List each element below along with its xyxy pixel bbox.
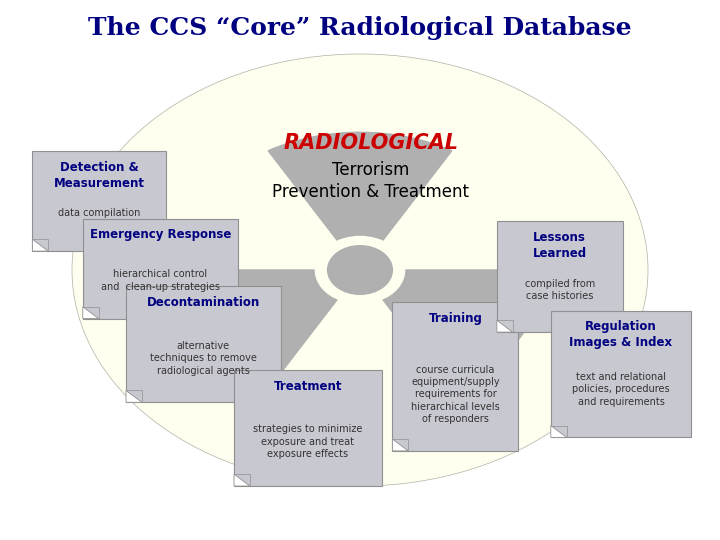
Polygon shape xyxy=(497,320,513,332)
Bar xyxy=(497,221,623,332)
Bar xyxy=(126,286,281,402)
Text: Emergency Response: Emergency Response xyxy=(89,228,231,241)
Text: Decontamination: Decontamination xyxy=(147,296,260,309)
Bar xyxy=(83,219,238,319)
Text: course curricula
equipment/supply
requirements for
hierarchical levels
of respon: course curricula equipment/supply requir… xyxy=(411,364,500,424)
Polygon shape xyxy=(126,390,142,402)
Bar xyxy=(234,370,382,486)
Text: alternative
techniques to remove
radiological agents: alternative techniques to remove radiolo… xyxy=(150,341,257,376)
Wedge shape xyxy=(269,132,452,241)
Text: RADIOLOGICAL: RADIOLOGICAL xyxy=(283,133,459,153)
Text: Lessons
Learned: Lessons Learned xyxy=(533,231,587,260)
Bar xyxy=(32,151,166,251)
Polygon shape xyxy=(392,439,408,451)
Text: The CCS “Core” Radiological Database: The CCS “Core” Radiological Database xyxy=(88,16,632,40)
Bar xyxy=(392,302,518,451)
Polygon shape xyxy=(83,307,99,319)
Polygon shape xyxy=(234,474,250,486)
Wedge shape xyxy=(176,270,338,389)
Text: Prevention & Treatment: Prevention & Treatment xyxy=(272,183,469,201)
Text: Regulation
Images & Index: Regulation Images & Index xyxy=(570,320,672,349)
Circle shape xyxy=(328,246,392,294)
Text: text and relational
policies, procedures
and requirements: text and relational policies, procedures… xyxy=(572,372,670,407)
Polygon shape xyxy=(551,426,567,437)
Text: strategies to minimize
exposure and treat
exposure effects: strategies to minimize exposure and trea… xyxy=(253,424,362,460)
Text: Detection &
Measurement: Detection & Measurement xyxy=(53,161,145,190)
Text: Terrorism: Terrorism xyxy=(332,161,410,179)
Text: hierarchical control
and  clean-up strategies: hierarchical control and clean-up strate… xyxy=(101,269,220,292)
Bar xyxy=(551,310,691,437)
Wedge shape xyxy=(382,270,544,389)
Text: Treatment: Treatment xyxy=(274,380,342,393)
Circle shape xyxy=(315,237,405,303)
Polygon shape xyxy=(32,239,48,251)
Text: Training: Training xyxy=(428,312,482,325)
Circle shape xyxy=(72,54,648,486)
Text: compiled from
case histories: compiled from case histories xyxy=(525,279,595,301)
Text: data compilation: data compilation xyxy=(58,208,140,218)
